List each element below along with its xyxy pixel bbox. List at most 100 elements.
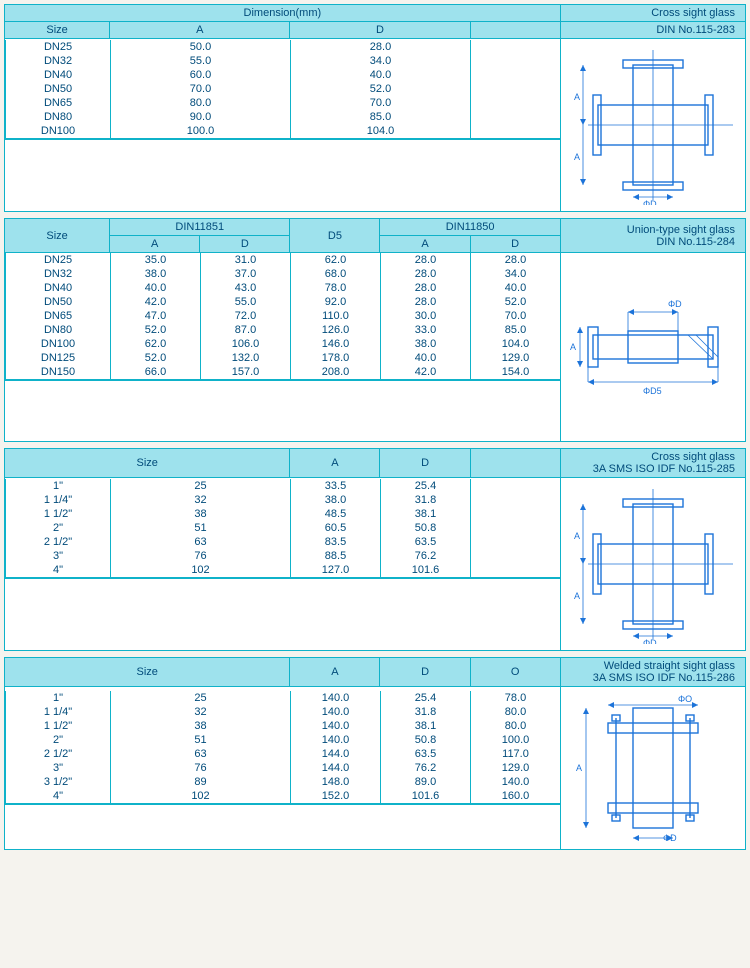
col-d5: D5 xyxy=(290,219,380,253)
cell: 25 xyxy=(111,479,291,493)
data-block: DN2535.031.062.028.028.0DN3238.037.068.0… xyxy=(5,253,561,442)
svg-text:ΦD5: ΦD5 xyxy=(643,386,662,396)
svg-text:ΦD: ΦD xyxy=(643,638,657,644)
cell: 104.0 xyxy=(471,337,561,351)
cell: 50.8 xyxy=(381,521,471,535)
col-blank xyxy=(470,22,560,39)
diagram-cell: ΦO A ΦD xyxy=(560,687,745,850)
cell: 144.0 xyxy=(291,747,381,761)
cell: 148.0 xyxy=(291,775,381,789)
table-row: DN2535.031.062.028.028.0 xyxy=(6,253,561,267)
cell: 37.0 xyxy=(201,267,291,281)
cell: 4" xyxy=(6,789,111,804)
cell: 102 xyxy=(111,789,291,804)
table-row: 2"5160.550.8 xyxy=(6,521,561,535)
cell: 78.0 xyxy=(471,691,561,705)
product-code: DIN No.115-283 xyxy=(560,22,745,39)
table-row: 3"7688.576.2 xyxy=(6,549,561,563)
cell: DN65 xyxy=(6,309,111,323)
cell: 129.0 xyxy=(471,761,561,775)
cell: 4" xyxy=(6,563,111,578)
table-row: DN15066.0157.0208.042.0154.0 xyxy=(6,365,561,380)
cell: DN50 xyxy=(6,82,111,96)
cell: 50.0 xyxy=(111,40,291,54)
section-union-type: Size DIN11851 D5 DIN11850 Union-type sig… xyxy=(4,218,746,442)
cell: 85.0 xyxy=(291,110,471,124)
cell: 33.5 xyxy=(291,479,381,493)
col-d2: D xyxy=(470,236,560,253)
table-2: Size DIN11851 D5 DIN11850 Union-type sig… xyxy=(4,218,746,442)
cell: 1" xyxy=(6,691,111,705)
cell: 106.0 xyxy=(201,337,291,351)
cell: 1 1/4" xyxy=(6,493,111,507)
table-row: 4"102152.0101.6160.0 xyxy=(6,789,561,804)
cell: 32 xyxy=(111,493,291,507)
cell: DN80 xyxy=(6,110,111,124)
cell xyxy=(471,535,561,549)
cell: DN80 xyxy=(6,323,111,337)
cell: DN100 xyxy=(6,124,111,139)
table-row: DN8090.085.0 xyxy=(6,110,561,124)
cell: 62.0 xyxy=(111,337,201,351)
cell: 146.0 xyxy=(291,337,381,351)
cell: 66.0 xyxy=(111,365,201,380)
cell: 80.0 xyxy=(471,705,561,719)
section-welded-straight: Size A D O Welded straight sight glass3A… xyxy=(4,657,746,850)
welded-straight-diagram-icon: ΦO A ΦD xyxy=(568,693,738,843)
cell: 52.0 xyxy=(291,82,471,96)
cell: 157.0 xyxy=(201,365,291,380)
product-title: Union-type sight glassDIN No.115-284 xyxy=(560,219,745,253)
table-row: DN3255.034.0 xyxy=(6,54,561,68)
cell: 31.8 xyxy=(381,705,471,719)
table-row: DN12552.0132.0178.040.0129.0 xyxy=(6,351,561,365)
table-row: 1 1/4"32140.031.880.0 xyxy=(6,705,561,719)
cell: 35.0 xyxy=(111,253,201,267)
col-d1: D xyxy=(200,236,290,253)
cell: 40.0 xyxy=(291,68,471,82)
cell: DN32 xyxy=(6,267,111,281)
cell: 52.0 xyxy=(471,295,561,309)
table-row: 4"102127.0101.6 xyxy=(6,563,561,578)
table-row: 2 1/2"63144.063.5117.0 xyxy=(6,747,561,761)
cell: 100.0 xyxy=(111,124,291,139)
cell xyxy=(471,54,561,68)
cell: 51 xyxy=(111,733,291,747)
cell xyxy=(471,507,561,521)
cell: DN100 xyxy=(6,337,111,351)
cell: 25.4 xyxy=(381,691,471,705)
cell: 38.0 xyxy=(111,267,201,281)
cell: 34.0 xyxy=(291,54,471,68)
cell: 25 xyxy=(111,691,291,705)
cell: 85.0 xyxy=(471,323,561,337)
cell xyxy=(471,82,561,96)
svg-text:A: A xyxy=(574,591,580,601)
svg-text:A: A xyxy=(574,92,580,102)
cell: 31.8 xyxy=(381,493,471,507)
data-block: DN2550.028.0DN3255.034.0DN4060.040.0DN50… xyxy=(5,39,561,212)
cell: 100.0 xyxy=(471,733,561,747)
cell: 42.0 xyxy=(111,295,201,309)
data-rows: DN2550.028.0DN3255.034.0DN4060.040.0DN50… xyxy=(5,40,561,139)
cell: 80.0 xyxy=(471,719,561,733)
cell: 51 xyxy=(111,521,291,535)
cell: 52.0 xyxy=(111,351,201,365)
cell: 28.0 xyxy=(291,40,471,54)
cell: DN25 xyxy=(6,40,111,54)
data-rows: 1"2533.525.41 1/4"3238.031.81 1/2"3848.5… xyxy=(5,479,561,578)
cell xyxy=(471,549,561,563)
svg-text:A: A xyxy=(576,763,582,773)
cell: 78.0 xyxy=(291,281,381,295)
cell: 68.0 xyxy=(291,267,381,281)
cell: 92.0 xyxy=(291,295,381,309)
table-row: DN8052.087.0126.033.085.0 xyxy=(6,323,561,337)
cell: 28.0 xyxy=(381,267,471,281)
svg-text:ΦO: ΦO xyxy=(678,694,692,704)
cell: 101.6 xyxy=(381,563,471,578)
cell: 140.0 xyxy=(471,775,561,789)
cell: 117.0 xyxy=(471,747,561,761)
cell xyxy=(471,68,561,82)
cell: 70.0 xyxy=(111,82,291,96)
table-row: DN4060.040.0 xyxy=(6,68,561,82)
cell xyxy=(471,493,561,507)
cell: 3" xyxy=(6,549,111,563)
